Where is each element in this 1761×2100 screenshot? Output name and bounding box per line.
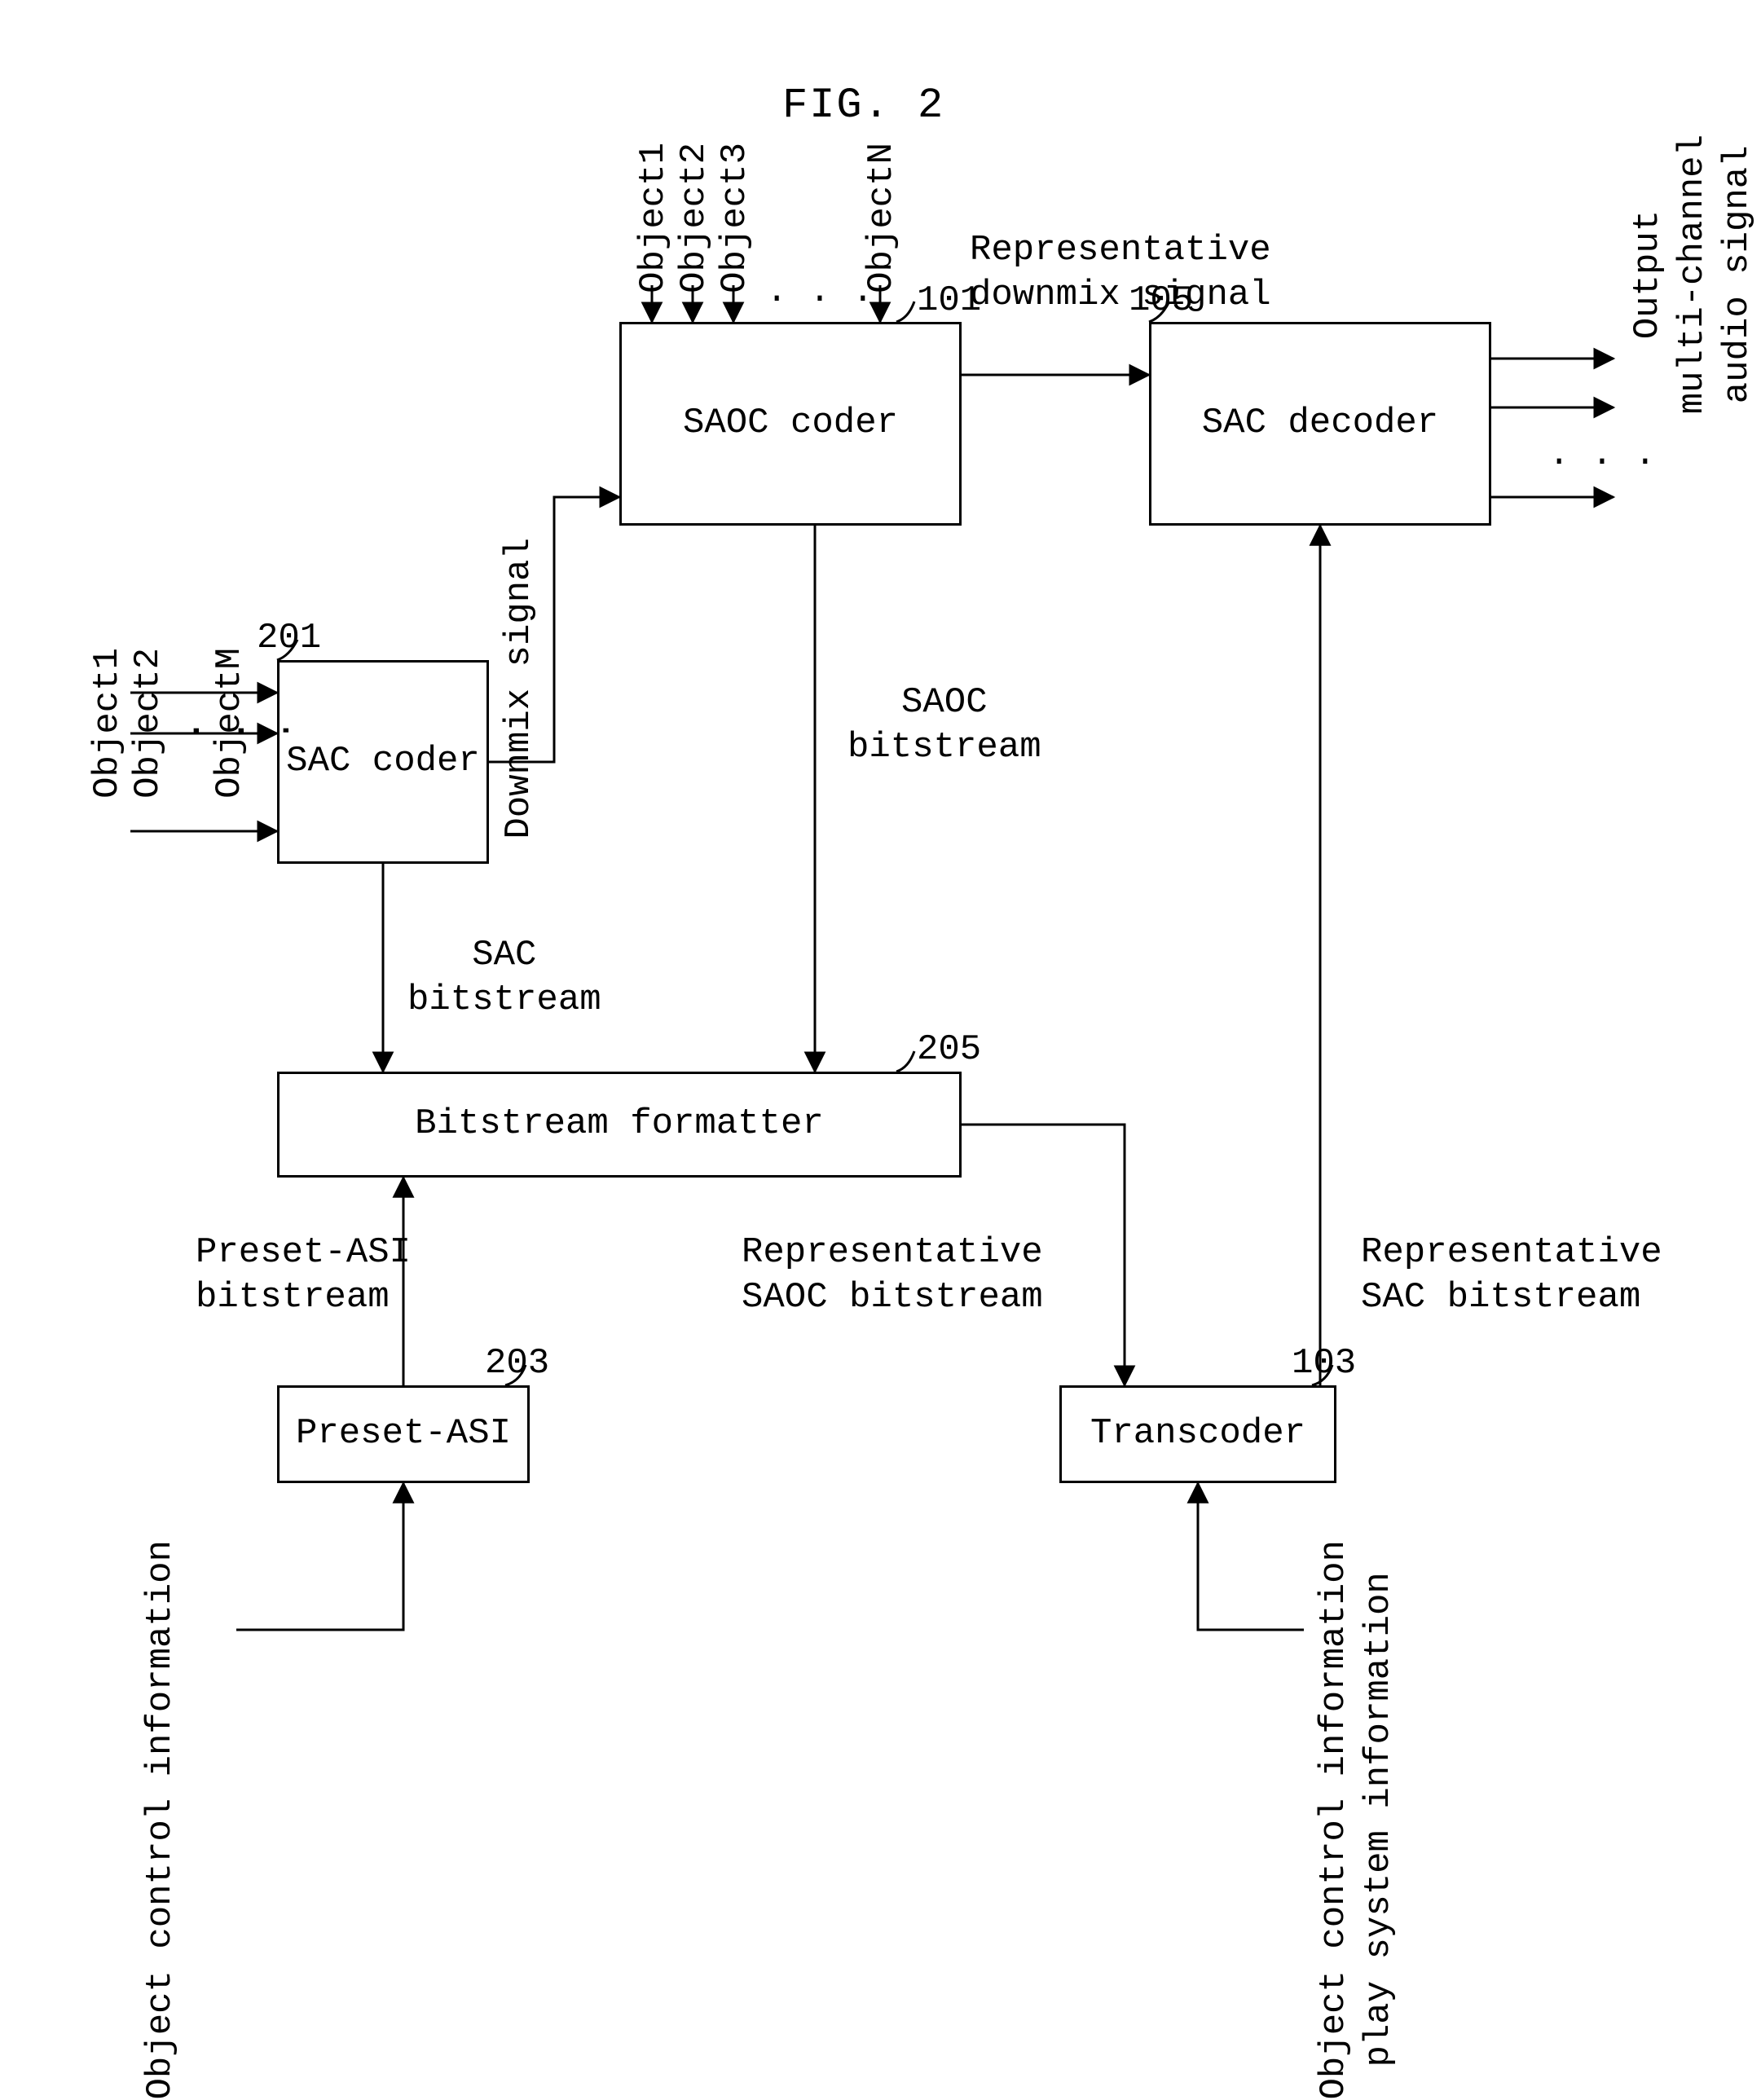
bitstream-formatter-label: Bitstream formatter [415,1101,824,1147]
saoc-input-object1: Object1 [632,143,676,293]
saoc-input-object2: Object2 [672,143,717,293]
saoc-input-object3: Object3 [713,143,758,293]
sac-input-object1: Object1 [86,648,130,799]
downmix-signal-label: Downmix signal [497,538,542,839]
transcoder-block: Transcoder [1059,1385,1336,1483]
rep-sac-bitstream-label: Representative SAC bitstream [1361,1231,1662,1320]
sac-coder-ref: 201 [257,618,321,658]
object-control-info-left: Object control information [139,1540,183,2100]
sac-input-object2: Object2 [126,648,171,799]
diagram-canvas: FIG. 2 SAOC coder 101 SAC decoder 105 SA… [33,33,1728,2037]
saoc-bitstream-label: SAOC bitstream [847,680,1041,770]
output-dots: · · · [1548,440,1656,485]
sac-input-objectM: ObjectM [208,648,253,799]
preset-asi-label: Preset-ASI [296,1411,511,1457]
figure-title: FIG. 2 [782,81,944,130]
sac-bitstream-label: SAC bitstream [407,933,601,1023]
preset-asi-block: Preset-ASI [277,1385,530,1483]
transcoder-ref: 103 [1292,1343,1356,1384]
bitstream-formatter-ref: 205 [917,1029,981,1070]
saoc-coder-block: SAOC coder [619,322,962,526]
saoc-coder-label: SAOC coder [683,400,898,447]
rep-downmix-label: Representative downmix signal [970,228,1271,318]
rep-saoc-bitstream-label: Representative SAOC bitstream [742,1231,1043,1320]
sac-coder-label: SAC coder [286,738,480,785]
object-control-info-right: Object control information play system i… [1312,1540,1402,2100]
transcoder-label: Transcoder [1090,1411,1305,1457]
bitstream-formatter-block: Bitstream formatter [277,1072,962,1178]
saoc-input-objectN: ObjectN [860,143,905,293]
sac-decoder-label: SAC decoder [1202,400,1438,447]
preset-asi-bitstream-label: Preset-ASI bitstream [196,1231,411,1320]
saoc-input-dots: · · · [766,277,874,322]
output-signal-label: Output multi-channel audio signal [1626,134,1760,414]
sac-decoder-block: SAC decoder [1149,322,1491,526]
preset-asi-ref: 203 [485,1343,549,1384]
sac-coder-block: SAC coder [277,660,489,864]
